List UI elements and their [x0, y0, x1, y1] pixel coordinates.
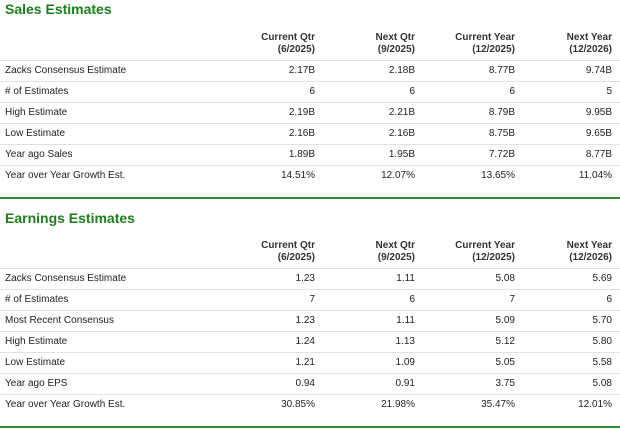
cell-value: 35.47%	[415, 393, 515, 415]
table-header-row: Current Qtr (6/2025) Next Qtr (9/2025) Cur…	[0, 236, 620, 268]
sales-estimates-title: Sales Estimates	[5, 1, 112, 17]
cell-value: 9.65B	[515, 122, 620, 144]
label-column-header	[0, 28, 235, 60]
cell-value: 12.01%	[515, 393, 620, 415]
column-header-current-year: Current Year (12/2025)	[455, 31, 515, 55]
cell-value: 6	[315, 80, 415, 102]
cell-value: 8.77B	[515, 143, 620, 165]
table-row: Low Estimate 1.21 1.09 5.05 5.58	[0, 351, 620, 373]
cell-value: 1.09	[315, 351, 415, 373]
column-header-current-year: Current Year (12/2025)	[455, 239, 515, 263]
cell-value: 8.75B	[415, 122, 515, 144]
table-row: Zacks Consensus Estimate 1.23 1.11 5.08 5.69	[0, 267, 620, 289]
cell-value: 2.16B	[235, 122, 315, 144]
cell-value: 0.94	[235, 372, 315, 394]
cell-value: 7	[235, 288, 315, 310]
row-label: Low Estimate	[0, 122, 235, 144]
earnings-estimates-section: Earnings Estimates Current Qtr (6/2025) N…	[0, 200, 620, 429]
table-row: High Estimate 1.24 1.13 5.12 5.80	[0, 330, 620, 352]
table-row: Year ago EPS 0.94 0.91 3.75 5.08	[0, 372, 620, 394]
row-label: Low Estimate	[0, 351, 235, 373]
cell-value: 30.85%	[235, 393, 315, 415]
section-divider	[0, 426, 620, 428]
cell-value: 1.23	[235, 267, 315, 289]
row-label: Year ago Sales	[0, 143, 235, 165]
cell-value: 1.95B	[315, 143, 415, 165]
cell-value: 3.75	[415, 372, 515, 394]
cell-value: 5.05	[415, 351, 515, 373]
cell-value: 1.23	[235, 309, 315, 331]
row-label: Zacks Consensus Estimate	[0, 59, 235, 81]
cell-value: 1.11	[315, 309, 415, 331]
table-row: Zacks Consensus Estimate 2.17B 2.18B 8.77B 9…	[0, 59, 620, 81]
row-label: High Estimate	[0, 330, 235, 352]
cell-value: 9.95B	[515, 101, 620, 123]
column-header-current-qtr: Current Qtr (6/2025)	[261, 31, 315, 55]
column-header-next-qtr: Next Qtr (9/2025)	[375, 31, 415, 55]
cell-value: 6	[235, 80, 315, 102]
row-label: Year over Year Growth Est.	[0, 164, 235, 186]
cell-value: 2.19B	[235, 101, 315, 123]
table-row: # of Estimates 7 6 7 6	[0, 288, 620, 310]
cell-value: 5.69	[515, 267, 620, 289]
cell-value: 14.51%	[235, 164, 315, 186]
row-label: # of Estimates	[0, 80, 235, 102]
cell-value: 6	[515, 288, 620, 310]
cell-value: 7	[415, 288, 515, 310]
row-label: High Estimate	[0, 101, 235, 123]
cell-value: 0.91	[315, 372, 415, 394]
cell-value: 2.18B	[315, 59, 415, 81]
cell-value: 2.16B	[315, 122, 415, 144]
row-label: # of Estimates	[0, 288, 235, 310]
row-label: Year ago EPS	[0, 372, 235, 394]
cell-value: 2.21B	[315, 101, 415, 123]
column-header-current-qtr: Current Qtr (6/2025)	[261, 239, 315, 263]
table-row: # of Estimates 6 6 6 5	[0, 80, 620, 102]
table-row: Year over Year Growth Est. 30.85% 21.98% 35…	[0, 393, 620, 415]
cell-value: 12.07%	[315, 164, 415, 186]
table-row: Low Estimate 2.16B 2.16B 8.75B 9.65B	[0, 122, 620, 144]
cell-value: 6	[315, 288, 415, 310]
row-label: Zacks Consensus Estimate	[0, 267, 235, 289]
cell-value: 6	[415, 80, 515, 102]
sales-estimates-section: Sales Estimates Current Qtr (6/2025) Next…	[0, 0, 620, 200]
cell-value: 5.12	[415, 330, 515, 352]
cell-value: 2.17B	[235, 59, 315, 81]
table-row: Most Recent Consensus 1.23 1.11 5.09 5.70	[0, 309, 620, 331]
cell-value: 21.98%	[315, 393, 415, 415]
cell-value: 9.74B	[515, 59, 620, 81]
cell-value: 11.04%	[515, 164, 620, 186]
table-row: Year over Year Growth Est. 14.51% 12.07% 13…	[0, 164, 620, 186]
table-row: High Estimate 2.19B 2.21B 8.79B 9.95B	[0, 101, 620, 123]
cell-value: 1.89B	[235, 143, 315, 165]
table-row: Year ago Sales 1.89B 1.95B 7.72B 8.77B	[0, 143, 620, 165]
row-label: Year over Year Growth Est.	[0, 393, 235, 415]
table-header-row: Current Qtr (6/2025) Next Qtr (9/2025) Cur…	[0, 28, 620, 60]
cell-value: 5.08	[415, 267, 515, 289]
cell-value: 5.58	[515, 351, 620, 373]
label-column-header	[0, 236, 235, 268]
cell-value: 5.08	[515, 372, 620, 394]
earnings-estimates-table: Current Qtr (6/2025) Next Qtr (9/2025) Cur…	[0, 236, 620, 415]
column-header-next-year: Next Year (12/2026)	[566, 31, 612, 55]
cell-value: 8.79B	[415, 101, 515, 123]
cell-value: 5	[515, 80, 620, 102]
cell-value: 1.13	[315, 330, 415, 352]
cell-value: 13.65%	[415, 164, 515, 186]
sales-estimates-table: Current Qtr (6/2025) Next Qtr (9/2025) Cur…	[0, 28, 620, 186]
cell-value: 5.70	[515, 309, 620, 331]
cell-value: 5.09	[415, 309, 515, 331]
cell-value: 1.11	[315, 267, 415, 289]
cell-value: 7.72B	[415, 143, 515, 165]
column-header-next-qtr: Next Qtr (9/2025)	[375, 239, 415, 263]
cell-value: 5.80	[515, 330, 620, 352]
cell-value: 1.21	[235, 351, 315, 373]
section-divider	[0, 197, 620, 199]
cell-value: 8.77B	[415, 59, 515, 81]
earnings-estimates-title: Earnings Estimates	[5, 210, 135, 226]
column-header-next-year: Next Year (12/2026)	[566, 239, 612, 263]
cell-value: 1.24	[235, 330, 315, 352]
row-label: Most Recent Consensus	[0, 309, 235, 331]
